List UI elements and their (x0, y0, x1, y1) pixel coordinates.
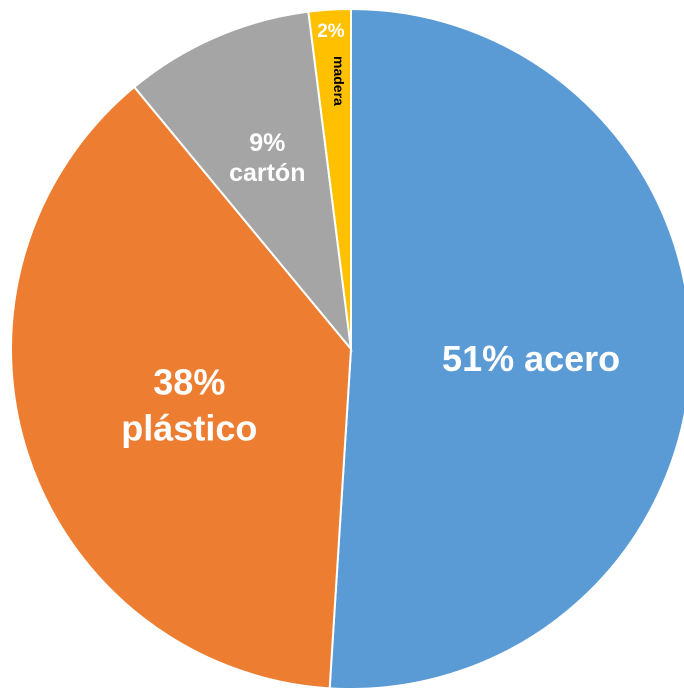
pie-slice-madera (307, 7, 352, 350)
pie-slice-cartón (132, 10, 353, 353)
pie-labels: 51% acero 38% plástico 9% cartón 2% madera (121, 21, 620, 449)
pie-label-acero: 51% acero (442, 338, 620, 379)
pie-slice-acero (328, 7, 684, 688)
pie-slices (10, 7, 684, 688)
pie-label-madera: 2% (317, 21, 345, 42)
pie-label-plástico: 38% plástico (121, 362, 257, 449)
pie-label-cartón: 9% cartón (229, 129, 305, 187)
pie-slice-plástico (10, 85, 353, 688)
pie-label-madera-name: madera (331, 56, 347, 106)
